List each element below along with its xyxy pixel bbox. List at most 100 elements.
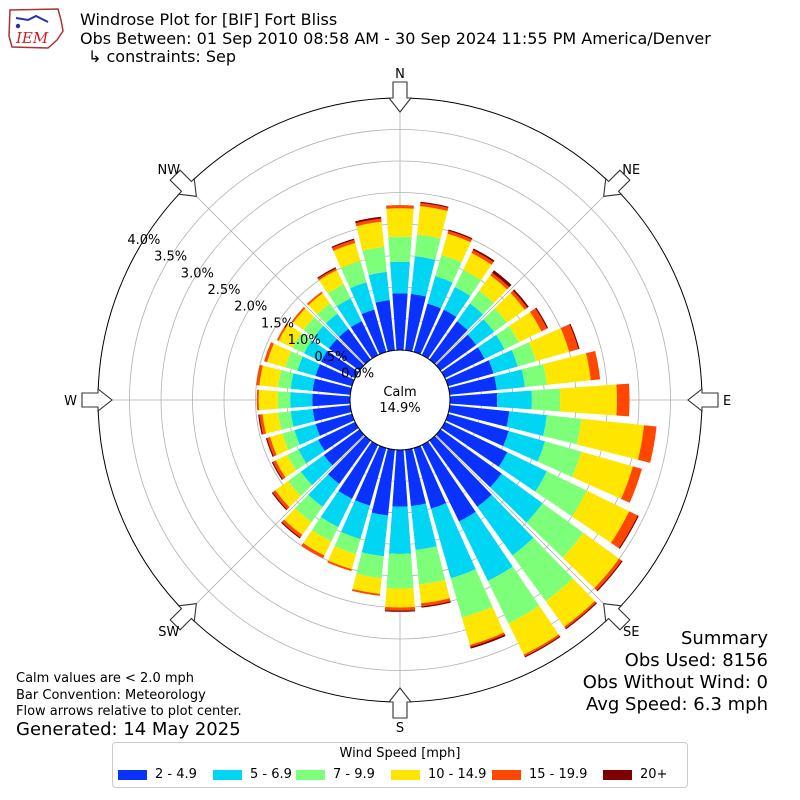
windrose-bar-segment — [291, 306, 306, 323]
windrose-bar-segment — [384, 606, 416, 611]
windrose-bar-segment — [282, 430, 300, 451]
windrose-bar-segment — [405, 448, 426, 507]
windrose-bar-segment — [340, 261, 367, 289]
windrose-bar-segment — [386, 208, 414, 238]
windrose-bar-segment — [472, 248, 495, 263]
summary-obs-without-wind: Obs Without Wind: 0 — [582, 672, 768, 693]
windrose-bar-segment — [388, 506, 412, 554]
radial-tick-label: 3.5% — [154, 250, 187, 265]
windrose-bar-segment — [483, 308, 507, 332]
windrose-bar-segment — [435, 429, 502, 488]
windrose-bar-segment — [267, 343, 292, 368]
legend-item: 20+ — [603, 767, 667, 782]
windrose-bar-segment — [477, 494, 534, 556]
windrose-bar-segment — [262, 412, 282, 434]
windrose-bar-segment — [362, 246, 387, 276]
windrose-bar-segment — [435, 254, 462, 283]
compass-label-e: E — [723, 394, 731, 409]
windrose-bar-segment — [410, 256, 436, 297]
windrose-bar-segment — [328, 338, 365, 371]
windrose-bar-segment — [445, 360, 494, 387]
windrose-bar-segment — [271, 492, 288, 511]
windrose-bar-segment — [333, 242, 361, 269]
windrose-bar-segment — [259, 414, 266, 435]
windrose-bar-segment — [526, 503, 584, 558]
windrose-bar-segment — [295, 494, 323, 523]
windrose-bar-segment — [284, 508, 312, 535]
legend-label: 10 - 14.9 — [428, 767, 487, 782]
windrose-bar-segment — [521, 364, 547, 388]
summary-avg-speed: Avg Speed: 6.3 mph — [586, 694, 768, 715]
windrose-bar-segment — [530, 308, 547, 332]
windrose-bar-segment — [454, 270, 482, 296]
windrose-bar-segment — [448, 405, 510, 427]
windrose-bar-segment — [275, 481, 301, 508]
windrose-bar-segment — [304, 340, 328, 362]
windrose-bar-segment — [258, 389, 278, 411]
windrose-bar-segment — [576, 418, 645, 460]
windrose-bar-segment — [559, 384, 617, 416]
windrose-bar-segment — [290, 373, 315, 391]
chart-title: Windrose Plot for [BIF] Fort Bliss — [80, 10, 338, 29]
summary-heading: Summary — [681, 628, 768, 649]
windrose-bar-segment — [427, 276, 453, 309]
chart-subtitle: Obs Between: 01 Sep 2010 08:58 AM - 30 S… — [80, 29, 711, 48]
windrose-bar-segment — [420, 202, 449, 211]
windrose-bar-segment — [301, 543, 325, 559]
windrose-bar-segment — [371, 448, 395, 516]
windrose-bar-segment — [355, 216, 382, 224]
windrose-bar-segment — [415, 546, 446, 585]
windrose-bar-segment — [463, 253, 492, 281]
iem-logo: IEM — [6, 6, 66, 52]
windrose-bar-segment — [265, 437, 274, 457]
windrose-bar-segment — [290, 392, 313, 408]
windrose-bar-segment — [318, 270, 344, 294]
radial-tick-label: 1.5% — [261, 316, 294, 331]
compass-label-nw: NW — [157, 163, 180, 178]
windrose-bar-segment — [462, 606, 505, 646]
windrose-bar-segment — [572, 451, 633, 499]
windrose-bar-segment — [618, 515, 639, 549]
summary-obs-used: Obs Used: 8156 — [624, 650, 768, 671]
windrose-bar-segment — [356, 221, 385, 251]
windrose-bar-segment — [477, 334, 505, 359]
windrose-bar-segment — [543, 415, 582, 445]
compass-arrow-icon — [169, 169, 197, 197]
windrose-bar-segment — [545, 578, 595, 627]
compass-arrow-icon — [603, 603, 631, 631]
calm-label: Calm — [383, 385, 416, 400]
windrose-bar-segment — [278, 324, 302, 348]
windrose-bar-segment — [294, 424, 320, 445]
windrose-bar-segment — [441, 233, 471, 263]
windrose-bar-segment — [316, 303, 338, 324]
windrose-bar-segment — [523, 634, 560, 657]
windrose-bar-segment — [562, 532, 620, 589]
windrose-bar-segment — [414, 234, 441, 260]
windrose-bar-segment — [256, 389, 260, 411]
windrose-bar-segment — [278, 411, 294, 430]
windrose-bar-segment — [508, 605, 559, 655]
windrose-bar-segment — [390, 261, 410, 294]
windrose-bar-segment — [621, 466, 642, 503]
windrose-bar-segment — [297, 356, 320, 376]
legend-item: 5 - 6.9 — [213, 767, 292, 782]
windrose-bar-segment — [276, 323, 289, 342]
windrose-bar-segment — [312, 378, 352, 395]
windrose-bar-segment — [321, 350, 359, 379]
radial-tick-label: 4.0% — [127, 233, 160, 248]
legend-item: 2 - 4.9 — [118, 767, 197, 782]
windrose-bar-segment — [469, 632, 505, 647]
windrose-bar-segment — [328, 546, 357, 570]
compass-label-se: SE — [623, 625, 639, 640]
compass-arrow-icon — [81, 387, 113, 413]
windrose-bar-segment — [543, 353, 591, 385]
radial-tick-label: 0.5% — [314, 350, 347, 365]
windrose-bar-segment — [445, 413, 509, 447]
windrose-bar-segment — [334, 531, 361, 555]
grid-spoke — [435, 186, 614, 365]
grid-spoke — [186, 186, 365, 365]
windrose-bar-segment — [298, 439, 325, 464]
windrose-bar-segment — [384, 610, 416, 612]
constraints-text: ↳ constraints: Sep — [88, 47, 237, 66]
windrose-bar-segment — [278, 370, 294, 389]
